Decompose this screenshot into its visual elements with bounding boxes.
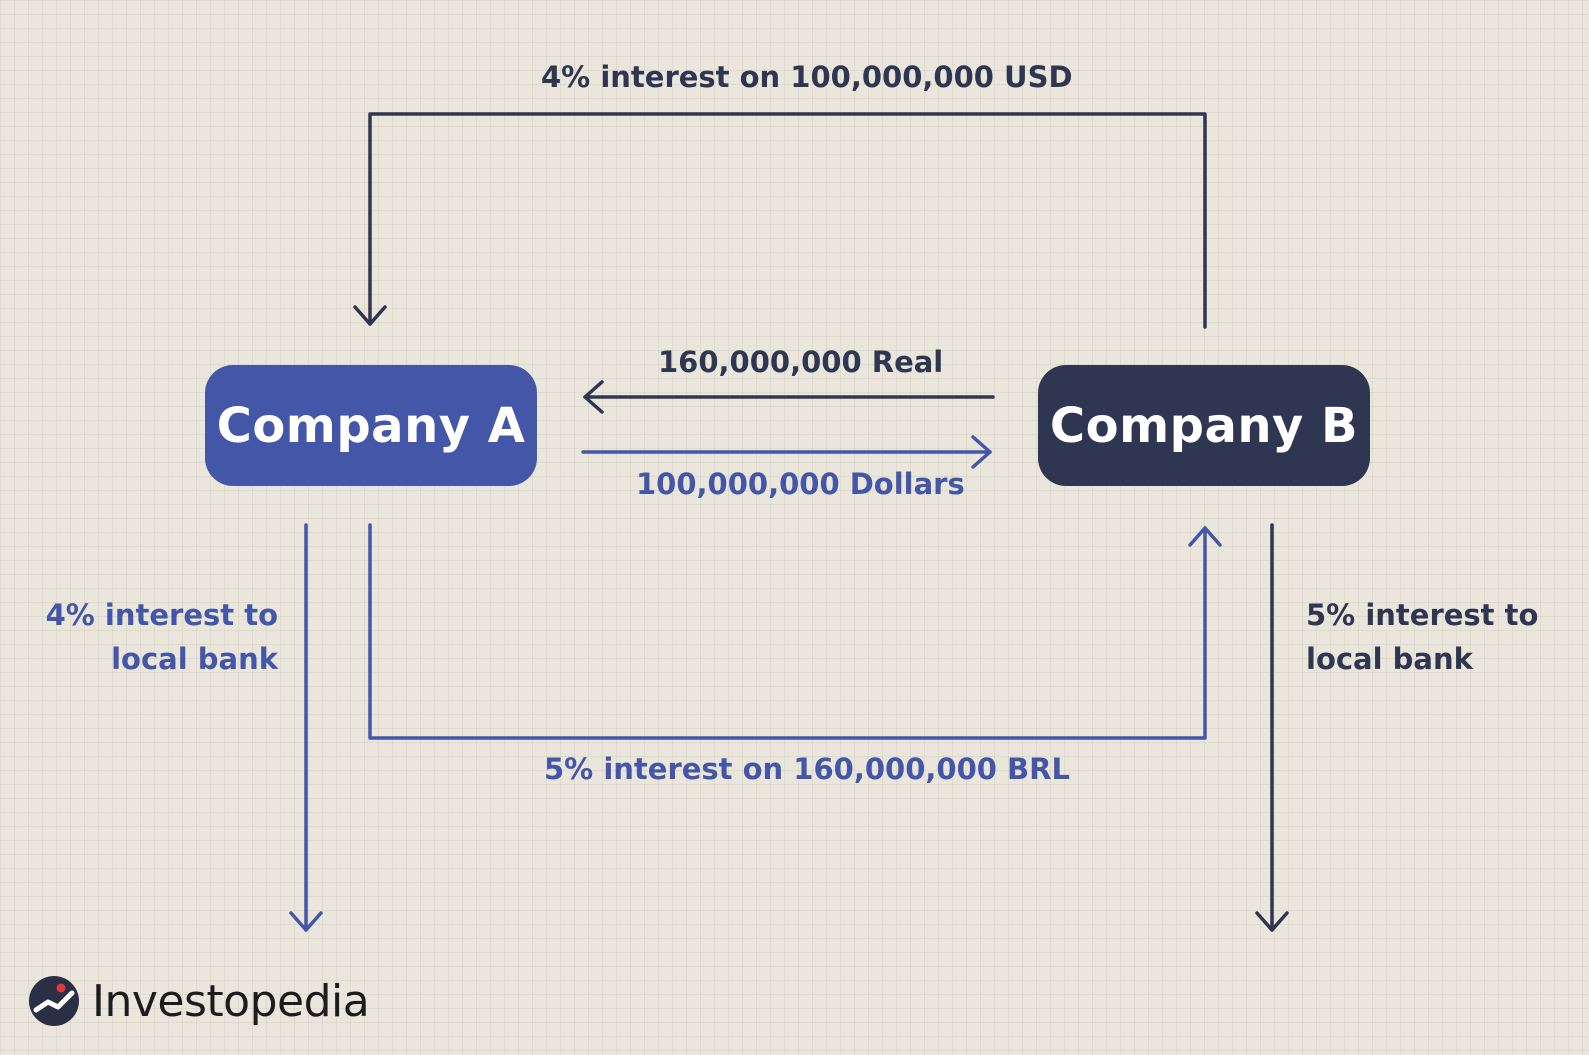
investopedia-mark-icon <box>29 976 79 1026</box>
company-b-box: Company B <box>1038 365 1370 486</box>
company-a-label: Company A <box>216 397 526 454</box>
brand-name: Investopedia <box>92 975 370 1027</box>
top-interest-arrow <box>368 112 1207 329</box>
bottom-interest-arrowhead <box>1188 526 1222 547</box>
left-bank-label-line2: local bank <box>111 642 278 676</box>
top-interest-label: 4% interest on 100,000,000 USD <box>541 60 1073 94</box>
right-bank-label-line1: 5% interest to <box>1306 598 1539 632</box>
real-arrowhead <box>583 380 604 414</box>
company-a-box: Company A <box>205 365 537 486</box>
bottom-interest-label: 5% interest on 160,000,000 BRL <box>544 752 1070 786</box>
company-b-label: Company B <box>1049 397 1359 454</box>
bottom-interest-arrow <box>368 523 1207 740</box>
investopedia-logo: Investopedia <box>28 975 370 1027</box>
left-bank-label-line1: 4% interest to <box>45 598 278 632</box>
dollar-arrowhead <box>971 435 992 469</box>
right-bank-label-line2: local bank <box>1306 642 1473 676</box>
left-bank-arrowhead <box>289 911 323 932</box>
dollar-exchange-label: 100,000,000 Dollars <box>636 467 965 501</box>
real-exchange-label: 160,000,000 Real <box>658 345 944 379</box>
right-bank-arrowhead <box>1255 911 1289 932</box>
top-interest-arrowhead <box>353 305 387 326</box>
